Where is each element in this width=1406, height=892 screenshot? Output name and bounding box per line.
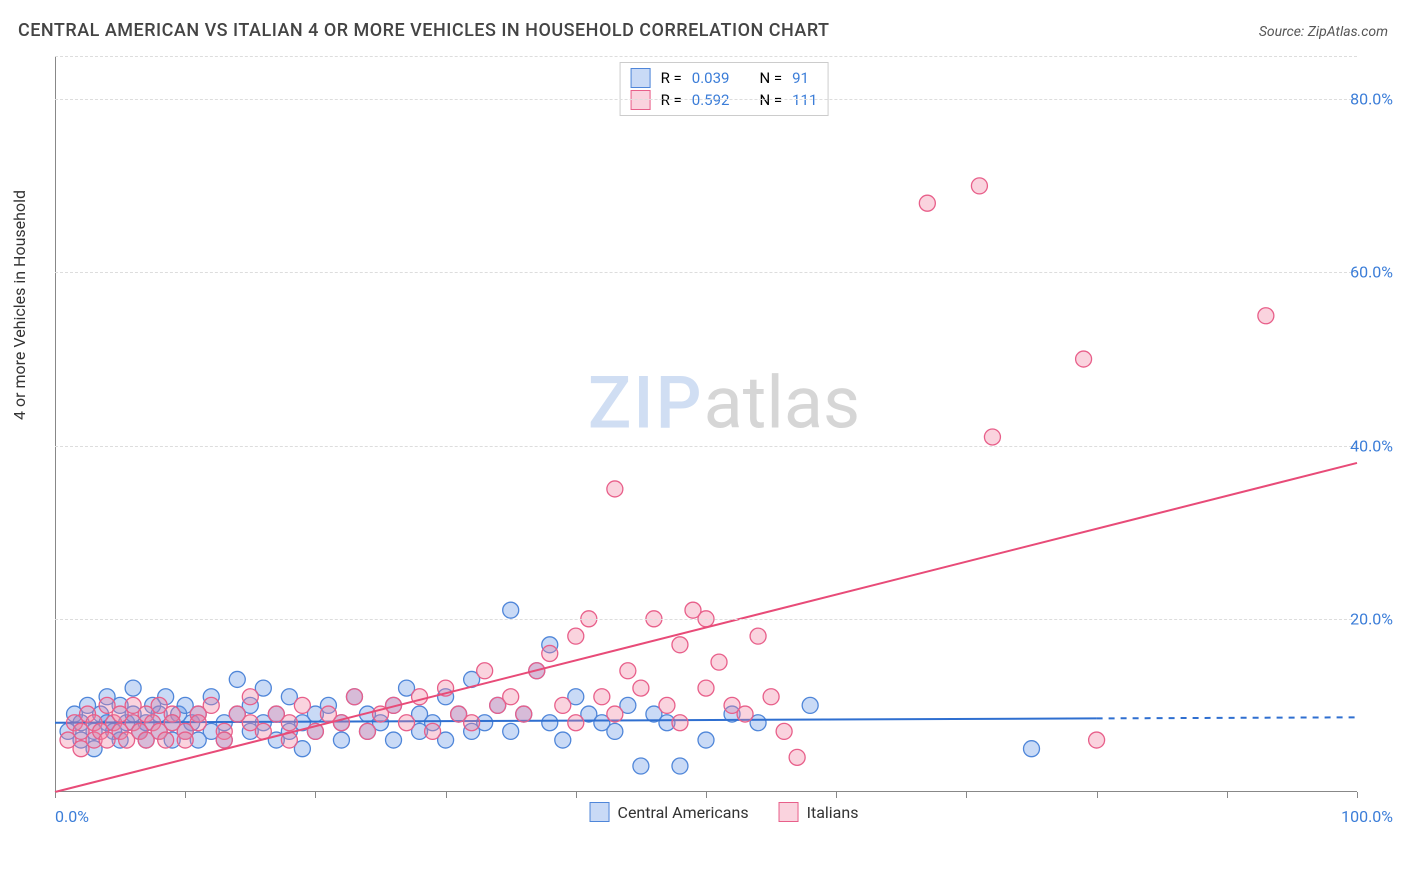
scatter-point <box>737 706 753 722</box>
scatter-point <box>984 429 1000 445</box>
scatter-point <box>776 723 792 739</box>
trend-line-dashed <box>1097 717 1357 718</box>
legend-series-item: Central Americans <box>590 802 749 822</box>
scatter-point <box>229 671 245 687</box>
scatter-point <box>203 697 219 713</box>
scatter-point <box>802 697 818 713</box>
gridline <box>55 619 1357 620</box>
scatter-point <box>607 723 623 739</box>
gridline <box>55 99 1357 100</box>
scatter-point <box>568 715 584 731</box>
scatter-point <box>633 680 649 696</box>
scatter-point <box>503 689 519 705</box>
scatter-point <box>190 715 206 731</box>
legend-series-label: Italians <box>807 803 859 822</box>
scatter-point <box>620 663 636 679</box>
scatter-point <box>216 732 232 748</box>
legend-swatch <box>631 68 651 88</box>
x-tick <box>185 792 186 798</box>
y-tick-label: 20.0% <box>1350 609 1393 628</box>
legend-stats: R =0.039N =91R =0.592N =111 <box>620 62 829 116</box>
gridline <box>55 56 1357 57</box>
gridline <box>55 446 1357 447</box>
scatter-point <box>425 723 441 739</box>
scatter-point <box>503 602 519 618</box>
x-tick <box>1357 792 1358 798</box>
scatter-point <box>555 697 571 713</box>
scatter-point <box>568 628 584 644</box>
scatter-point <box>1076 351 1092 367</box>
x-tick <box>315 792 316 798</box>
scatter-point <box>672 715 688 731</box>
scatter-point <box>698 680 714 696</box>
y-tick-label: 80.0% <box>1350 90 1393 109</box>
scatter-point <box>607 481 623 497</box>
scatter-point <box>399 715 415 731</box>
x-tick <box>1097 792 1098 798</box>
legend-swatch <box>590 802 610 822</box>
scatter-point <box>1024 741 1040 757</box>
scatter-point <box>672 758 688 774</box>
legend-R-value: 0.039 <box>692 69 730 87</box>
source-label: Source: ZipAtlas.com <box>1259 24 1388 40</box>
scatter-point <box>1089 732 1105 748</box>
scatter-point <box>158 732 174 748</box>
scatter-point <box>763 689 779 705</box>
x-tick <box>576 792 577 798</box>
x-tick <box>966 792 967 798</box>
scatter-point <box>412 689 428 705</box>
y-axis-label: 4 or more Vehicles in Household <box>10 190 29 420</box>
legend-series-item: Italians <box>779 802 859 822</box>
scatter-point <box>789 749 805 765</box>
x-tick <box>55 792 56 798</box>
scatter-point <box>711 654 727 670</box>
scatter-point <box>1258 308 1274 324</box>
legend-series: Central Americans Italians <box>590 802 859 822</box>
scatter-point <box>359 723 375 739</box>
legend-N-label: N = <box>759 69 782 87</box>
scatter-point <box>607 706 623 722</box>
scatter-point <box>242 689 258 705</box>
scatter-point <box>516 706 532 722</box>
y-tick-label: 60.0% <box>1350 263 1393 282</box>
legend-N-value: 91 <box>792 69 809 87</box>
scatter-point <box>542 715 558 731</box>
scatter-point <box>594 689 610 705</box>
scatter-point <box>333 715 349 731</box>
scatter-point <box>386 732 402 748</box>
x-start-label: 0.0% <box>55 807 89 826</box>
plot-svg <box>55 56 1393 826</box>
scatter-point <box>346 689 362 705</box>
legend-stats-row: R = 0.039 N = 91 <box>631 67 818 89</box>
legend-swatch <box>779 802 799 822</box>
scatter-point <box>333 732 349 748</box>
scatter-point <box>294 697 310 713</box>
scatter-point <box>555 732 571 748</box>
scatter-point <box>542 645 558 661</box>
scatter-point <box>919 195 935 211</box>
scatter-point <box>698 732 714 748</box>
scatter-point <box>750 628 766 644</box>
scatter-point <box>503 723 519 739</box>
scatter-point <box>281 715 297 731</box>
scatter-point <box>659 697 675 713</box>
x-tick <box>836 792 837 798</box>
chart-title: CENTRAL AMERICAN VS ITALIAN 4 OR MORE VE… <box>18 20 830 41</box>
scatter-point <box>971 178 987 194</box>
legend-R-label: R = <box>661 69 682 87</box>
x-tick <box>446 792 447 798</box>
scatter-point <box>633 758 649 774</box>
x-tick <box>1227 792 1228 798</box>
x-end-label: 100.0% <box>1341 807 1393 826</box>
x-tick <box>706 792 707 798</box>
scatter-point <box>477 663 493 679</box>
scatter-point <box>672 637 688 653</box>
scatter-point <box>125 680 141 696</box>
scatter-point <box>464 715 480 731</box>
y-tick-label: 40.0% <box>1350 436 1393 455</box>
scatter-point <box>177 732 193 748</box>
plot-area: ZIPatlas R =0.039N =91R =0.592N =111 Cen… <box>55 56 1393 826</box>
gridline <box>55 272 1357 273</box>
legend-series-label: Central Americans <box>618 803 749 822</box>
